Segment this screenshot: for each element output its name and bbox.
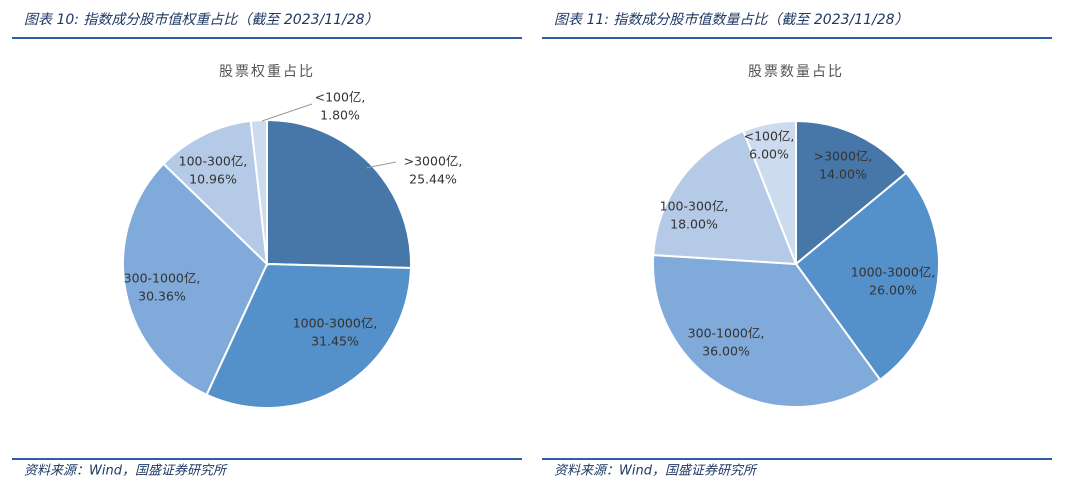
slice-value: 26.00% <box>869 283 917 298</box>
leader-line <box>365 161 397 169</box>
pie-slice <box>652 253 882 408</box>
slice-value: 10.96% <box>189 172 237 187</box>
source: 资料来源：Wind，国盛证券研究所 <box>554 463 758 479</box>
pie-slice <box>266 118 412 269</box>
slice-value: 18.00% <box>670 217 718 232</box>
slice-value: 31.45% <box>311 334 359 349</box>
slice-category: >3000亿, <box>814 149 873 164</box>
slice-category: 300-1000亿, <box>124 271 201 286</box>
pie-slice <box>249 118 268 265</box>
slice-category: <100亿, <box>744 129 795 144</box>
chart-title: 股票数量占比 <box>748 64 844 80</box>
pie-slice <box>652 129 798 266</box>
slice-value: 25.44% <box>409 172 457 187</box>
slice-value: 14.00% <box>819 167 867 182</box>
slice-value: 6.00% <box>749 147 789 162</box>
leader-line <box>261 103 313 122</box>
pie-slice <box>742 119 797 265</box>
pie-slice <box>205 262 412 409</box>
slice-value: 30.36% <box>138 289 186 304</box>
pie-slice <box>162 119 269 267</box>
caption: 图表 10: 指数成分股市值权重占比（截至 2023/11/28） <box>24 12 379 28</box>
slice-category: 100-300亿, <box>179 154 248 169</box>
caption: 图表 11: 指数成分股市值数量占比（截至 2023/11/28） <box>554 12 909 28</box>
slice-category: 1000-3000亿, <box>851 265 936 280</box>
slice-category: 100-300亿, <box>660 199 729 214</box>
pie-slice <box>122 162 269 397</box>
slice-category: <100亿, <box>315 90 366 105</box>
slice-value: 36.00% <box>702 344 750 359</box>
slice-category: 1000-3000亿, <box>293 316 378 331</box>
pie-slice <box>795 119 908 267</box>
slice-category: >3000亿, <box>404 154 463 169</box>
chart-title: 股票权重占比 <box>219 64 315 80</box>
source: 资料来源：Wind，国盛证券研究所 <box>24 463 228 479</box>
slice-value: 1.80% <box>320 108 360 123</box>
pie-slice <box>794 171 940 382</box>
slice-category: 300-1000亿, <box>688 326 765 341</box>
